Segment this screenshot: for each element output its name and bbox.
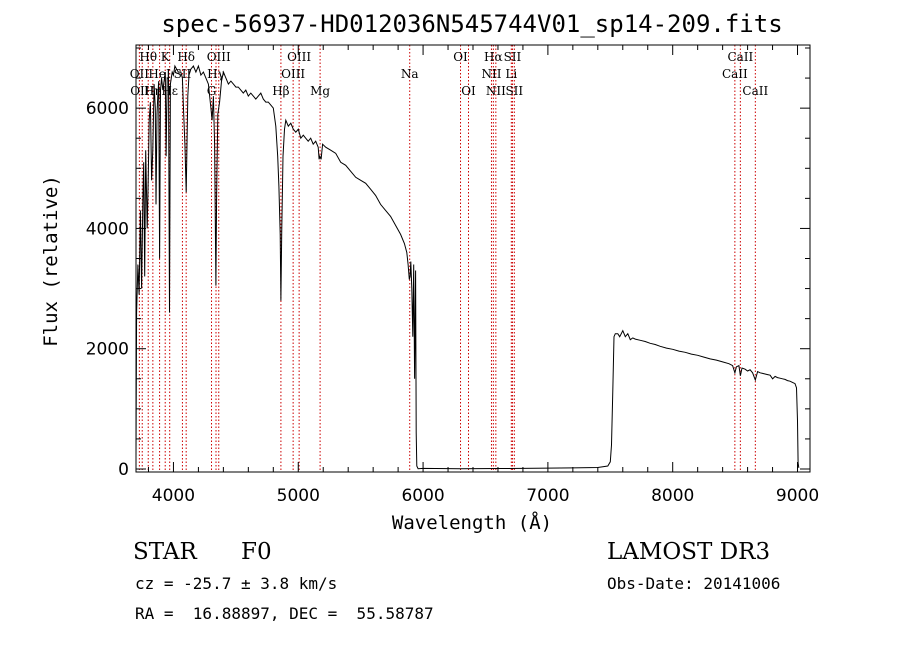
coordinates: RA = 16.88897, DEC = 55.58787 <box>135 604 434 623</box>
y-tick-label: 4000 <box>86 219 129 239</box>
object-subclass: F0 <box>241 539 272 565</box>
line-marker-label: Hα <box>484 50 503 64</box>
plot-frame <box>135 44 811 473</box>
object-class: STAR <box>133 539 197 565</box>
line-marker-label: OI <box>461 84 476 98</box>
line-marker-label: Li <box>505 67 517 81</box>
axis-ticks: 4000 5000 6000 7000 8000 9000 0 2000 4000 6000 <box>86 45 819 506</box>
line-marker-label: Mg <box>310 84 330 98</box>
chart-title: spec-56937-HD012036N545744V01_sp14-209.f… <box>161 10 782 38</box>
obs-date: Obs-Date: 20141006 <box>607 574 781 593</box>
x-tick-label: 7000 <box>526 486 569 506</box>
x-tick-label: 4000 <box>152 486 195 506</box>
survey-label: LAMOST DR3 <box>607 539 771 565</box>
redshift-value: cz = -25.7 ± 3.8 km/s <box>135 574 338 593</box>
line-marker-label: CaII <box>727 50 753 64</box>
y-tick-label: 0 <box>118 460 129 480</box>
line-marker-label: G <box>207 84 217 98</box>
line-marker-label: CaII <box>742 84 768 98</box>
line-marker-label: NII <box>481 67 501 81</box>
line-marker-label: NII <box>486 84 506 98</box>
line-marker-label: Hβ <box>272 84 289 98</box>
spectrum-line <box>135 64 800 470</box>
line-marker-label: OIII <box>207 50 231 64</box>
line-marker-label: CaII <box>722 67 748 81</box>
x-tick-label: 9000 <box>776 486 819 506</box>
y-tick-label: 2000 <box>86 340 129 360</box>
line-marker-label: OIII <box>287 50 311 64</box>
line-marker-label: OIII <box>281 67 305 81</box>
x-tick-label: 5000 <box>277 486 320 506</box>
y-tick-label: 6000 <box>86 99 129 119</box>
line-marker-label: Na <box>401 67 419 81</box>
line-marker-label: SII <box>504 50 522 64</box>
line-marker-label: Hγ <box>207 67 225 81</box>
x-tick-label: 6000 <box>401 486 444 506</box>
line-marker-label: SII <box>174 67 192 81</box>
line-marker-label: Hδ <box>177 50 195 64</box>
x-axis-label: Wavelength (Å) <box>392 511 552 534</box>
line-marker-label: K <box>161 50 171 64</box>
line-marker-label: Hθ <box>139 50 157 64</box>
line-marker-label: OI <box>453 50 468 64</box>
y-axis-label: Flux (relative) <box>40 175 62 347</box>
x-tick-label: 8000 <box>651 486 694 506</box>
line-marker-label: OII <box>130 67 150 81</box>
line-marker-label: Hη <box>144 84 162 98</box>
line-marker-label: SII <box>505 84 523 98</box>
line-markers <box>138 45 756 472</box>
spectrum-series <box>135 64 800 470</box>
